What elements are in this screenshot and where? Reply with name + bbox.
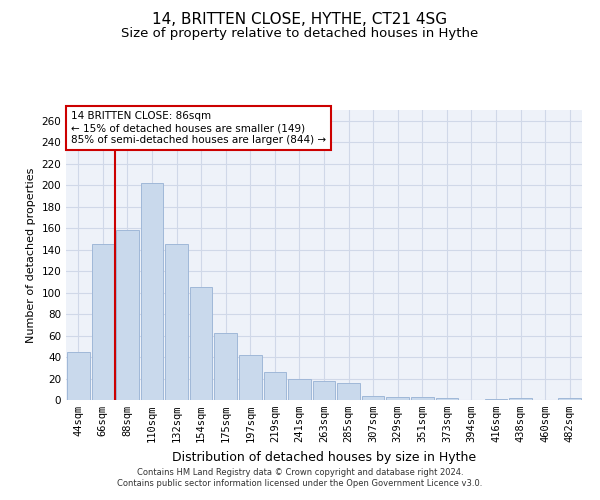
Bar [263,372,286,400]
Bar [288,378,311,400]
Bar [509,398,532,400]
Bar [239,355,262,400]
Bar [116,230,139,400]
Bar [67,352,89,400]
X-axis label: Distribution of detached houses by size in Hythe: Distribution of detached houses by size … [172,450,476,464]
Bar [485,399,508,400]
Bar [92,244,114,400]
Bar [386,397,409,400]
Bar [313,380,335,400]
Bar [140,183,163,400]
Bar [337,383,360,400]
Text: 14, BRITTEN CLOSE, HYTHE, CT21 4SG: 14, BRITTEN CLOSE, HYTHE, CT21 4SG [152,12,448,28]
Text: Size of property relative to detached houses in Hythe: Size of property relative to detached ho… [121,28,479,40]
Bar [559,398,581,400]
Bar [362,396,385,400]
Text: 14 BRITTEN CLOSE: 86sqm
← 15% of detached houses are smaller (149)
85% of semi-d: 14 BRITTEN CLOSE: 86sqm ← 15% of detache… [71,112,326,144]
Bar [190,287,212,400]
Text: Contains HM Land Registry data © Crown copyright and database right 2024.
Contai: Contains HM Land Registry data © Crown c… [118,468,482,487]
Y-axis label: Number of detached properties: Number of detached properties [26,168,36,342]
Bar [214,334,237,400]
Bar [436,398,458,400]
Bar [165,244,188,400]
Bar [411,397,434,400]
